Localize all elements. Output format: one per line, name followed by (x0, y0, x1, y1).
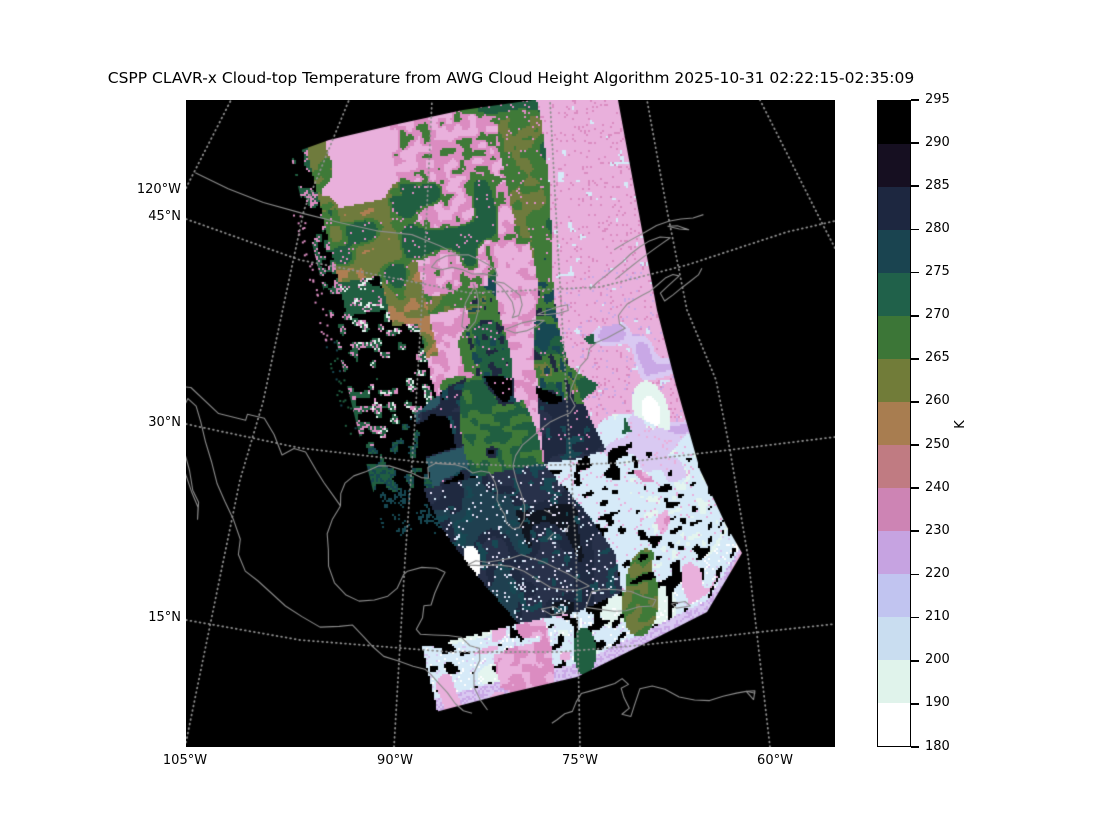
colorbar-tick-1 (911, 142, 919, 145)
colorbar-unit-label: K (952, 420, 968, 429)
colorbar-tick-label-8: 250 (925, 436, 950, 452)
y-tick-label-2: 30°N (148, 415, 181, 430)
colorbar-segment-8 (878, 445, 910, 488)
colorbar-tick-7 (911, 401, 919, 403)
colorbar-tick-label-14: 190 (925, 695, 950, 711)
x-tick-label-1: 90°W (377, 753, 413, 768)
colorbar-tick-label-4: 275 (925, 264, 950, 280)
colorbar-segment-7 (878, 402, 910, 445)
colorbar-segment-13 (878, 660, 910, 703)
colorbar-tick-0 (911, 99, 919, 101)
colorbar-tick-2 (911, 185, 919, 188)
colorbar-segment-14 (878, 703, 910, 746)
colorbar-segment-4 (878, 273, 910, 316)
y-tick-label-0: 120°W (136, 182, 181, 197)
colorbar-tick-label-3: 280 (925, 220, 950, 236)
colorbar-tick-label-5: 270 (925, 307, 950, 323)
colorbar-tick-6 (911, 357, 919, 360)
colorbar-tick-8 (911, 444, 919, 446)
colorbar-tick-5 (911, 314, 919, 317)
map-plot-area (186, 100, 835, 747)
x-tick-label-3: 60°W (757, 753, 793, 768)
colorbar-tick-label-7: 260 (925, 393, 950, 409)
colorbar-segment-5 (878, 316, 910, 359)
colorbar-segment-6 (878, 359, 910, 402)
x-tick-label-0: 105°W (162, 753, 208, 768)
colorbar (877, 100, 911, 747)
x-tick-label-2: 75°W (562, 753, 598, 768)
colorbar-tick-label-11: 220 (925, 565, 950, 581)
colorbar-tick-label-15: 180 (925, 738, 950, 754)
colorbar-tick-label-13: 200 (925, 652, 950, 668)
y-tick-label-1: 45°N (148, 209, 181, 224)
colorbar-segment-12 (878, 617, 910, 660)
colorbar-segment-3 (878, 230, 910, 273)
colorbar-tick-label-10: 230 (925, 522, 950, 538)
colorbar-tick-10 (911, 530, 919, 533)
colorbar-segment-2 (878, 187, 910, 230)
colorbar-tick-13 (911, 659, 919, 662)
colorbar-tick-label-0: 295 (925, 91, 950, 107)
colorbar-tick-label-1: 290 (925, 134, 950, 150)
colorbar-segment-11 (878, 574, 910, 617)
plot-title: CSPP CLAVR-x Cloud-top Temperature from … (107, 69, 915, 87)
colorbar-tick-4 (911, 271, 919, 274)
y-tick-label-3: 15°N (148, 610, 181, 625)
colorbar-tick-11 (911, 573, 919, 576)
colorbar-segment-1 (878, 144, 910, 187)
colorbar-tick-label-12: 210 (925, 609, 950, 625)
colorbar-tick-label-6: 265 (925, 350, 950, 366)
colorbar-tick-15 (911, 746, 919, 748)
colorbar-tick-12 (911, 616, 919, 619)
colorbar-tick-label-2: 285 (925, 177, 950, 193)
colorbar-tick-3 (911, 228, 919, 231)
colorbar-segment-9 (878, 488, 910, 531)
colorbar-segment-0 (878, 101, 910, 144)
colorbar-tick-14 (911, 702, 919, 705)
colorbar-segment-10 (878, 531, 910, 574)
colorbar-tick-9 (911, 487, 919, 490)
colorbar-tick-label-9: 240 (925, 479, 950, 495)
